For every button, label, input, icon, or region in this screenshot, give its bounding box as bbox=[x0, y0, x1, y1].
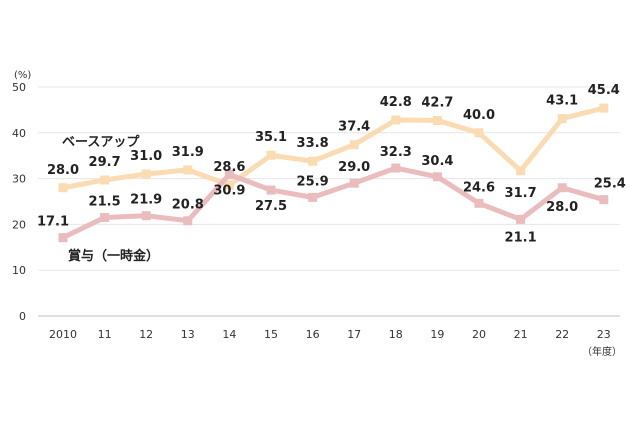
x-tick-label: 14 bbox=[222, 328, 236, 341]
y-tick-label: 40 bbox=[12, 127, 26, 140]
data-point-marker bbox=[58, 233, 68, 243]
data-point-marker bbox=[432, 115, 442, 125]
y-unit-label: (%) bbox=[14, 70, 31, 81]
data-point-marker bbox=[141, 211, 151, 221]
data-label: 32.3 bbox=[380, 145, 412, 160]
y-tick-label: 10 bbox=[12, 264, 26, 277]
data-point-marker bbox=[516, 166, 526, 176]
data-label: 21.9 bbox=[130, 193, 162, 208]
data-point-marker bbox=[391, 115, 401, 125]
data-label: 33.8 bbox=[297, 136, 329, 151]
data-point-marker bbox=[349, 140, 359, 150]
data-label: 24.6 bbox=[463, 180, 495, 195]
data-label: 45.4 bbox=[588, 83, 620, 98]
x-tick-label: 2010 bbox=[49, 328, 77, 341]
data-label: 21.5 bbox=[89, 195, 121, 210]
data-point-marker bbox=[516, 214, 526, 224]
data-label: 27.5 bbox=[255, 199, 287, 214]
data-label: 25.4 bbox=[594, 177, 626, 192]
data-point-marker bbox=[432, 172, 442, 182]
data-point-marker bbox=[183, 165, 193, 175]
series-label-base-up: ベースアップ bbox=[62, 135, 140, 150]
x-tick-label: 23 bbox=[597, 328, 611, 341]
data-point-marker bbox=[599, 103, 609, 113]
data-label: 20.8 bbox=[172, 198, 204, 213]
series-line bbox=[60, 105, 607, 191]
x-tick-label: 16 bbox=[306, 328, 320, 341]
data-point-marker bbox=[599, 195, 609, 205]
data-point-marker bbox=[308, 192, 318, 202]
x-tick-label: 15 bbox=[264, 328, 278, 341]
data-label: 35.1 bbox=[255, 130, 287, 145]
data-label: 30.9 bbox=[213, 183, 245, 198]
x-tick-label: 17 bbox=[347, 328, 361, 341]
data-label: 30.4 bbox=[421, 154, 453, 169]
data-point-marker bbox=[100, 213, 110, 223]
data-point-marker bbox=[266, 185, 276, 195]
x-tick-label: 13 bbox=[181, 328, 195, 341]
axes: 0 10 20 30 40 50 2010 11 12 13 14 15 16 17 18 19 20 21 22 2… bbox=[12, 81, 620, 341]
data-label: 28.0 bbox=[546, 200, 578, 215]
data-label: 31.0 bbox=[130, 149, 162, 164]
data-label: 25.9 bbox=[297, 174, 329, 189]
data-label: 28.0 bbox=[47, 163, 79, 178]
data-point-marker bbox=[391, 163, 401, 173]
x-tick-label: 11 bbox=[98, 328, 112, 341]
data-label: 29.7 bbox=[89, 155, 121, 170]
data-label: 31.9 bbox=[172, 145, 204, 160]
x-tick-label: 18 bbox=[389, 328, 403, 341]
series bbox=[58, 103, 609, 243]
data-label: 42.7 bbox=[421, 95, 453, 110]
data-point-marker bbox=[266, 150, 276, 160]
y-tick-label: 20 bbox=[12, 218, 26, 231]
data-point-marker bbox=[474, 128, 484, 138]
data-point-marker bbox=[183, 216, 193, 226]
y-tick-label: 0 bbox=[19, 310, 26, 323]
data-labels: 28.0 29.7 31.0 31.9 28.6 35.1 33.8 37.4 42.8 42.7… bbox=[37, 83, 626, 245]
y-tick-label: 50 bbox=[12, 81, 26, 94]
data-point-marker bbox=[349, 178, 359, 188]
data-label: 40.0 bbox=[463, 108, 495, 123]
data-label: 37.4 bbox=[338, 120, 370, 135]
data-point-marker bbox=[58, 183, 68, 193]
data-point-marker bbox=[141, 169, 151, 179]
data-label: 17.1 bbox=[37, 215, 69, 230]
data-label: 28.6 bbox=[213, 160, 245, 175]
data-point-marker bbox=[100, 175, 110, 185]
data-point-marker bbox=[224, 169, 234, 179]
y-tick-label: 30 bbox=[12, 173, 26, 186]
x-tick-label: 21 bbox=[514, 328, 528, 341]
data-point-marker bbox=[308, 156, 318, 166]
gridlines bbox=[38, 86, 620, 271]
series-label-bonus: 賞与（一時金） bbox=[68, 248, 159, 264]
data-point-marker bbox=[557, 183, 567, 193]
data-label: 42.8 bbox=[380, 95, 412, 110]
data-label: 29.0 bbox=[338, 160, 370, 175]
x-tick-label: 19 bbox=[430, 328, 444, 341]
x-unit-label: （年度） bbox=[582, 345, 622, 358]
data-label: 43.1 bbox=[546, 94, 578, 109]
data-label: 21.1 bbox=[505, 230, 537, 245]
x-tick-label: 20 bbox=[472, 328, 486, 341]
data-label: 31.7 bbox=[505, 186, 537, 201]
data-point-marker bbox=[224, 180, 234, 190]
x-tick-label: 22 bbox=[555, 328, 569, 341]
x-tick-label: 12 bbox=[139, 328, 153, 341]
data-point-marker bbox=[474, 198, 484, 208]
data-point-marker bbox=[557, 114, 567, 124]
series-line bbox=[60, 165, 607, 241]
